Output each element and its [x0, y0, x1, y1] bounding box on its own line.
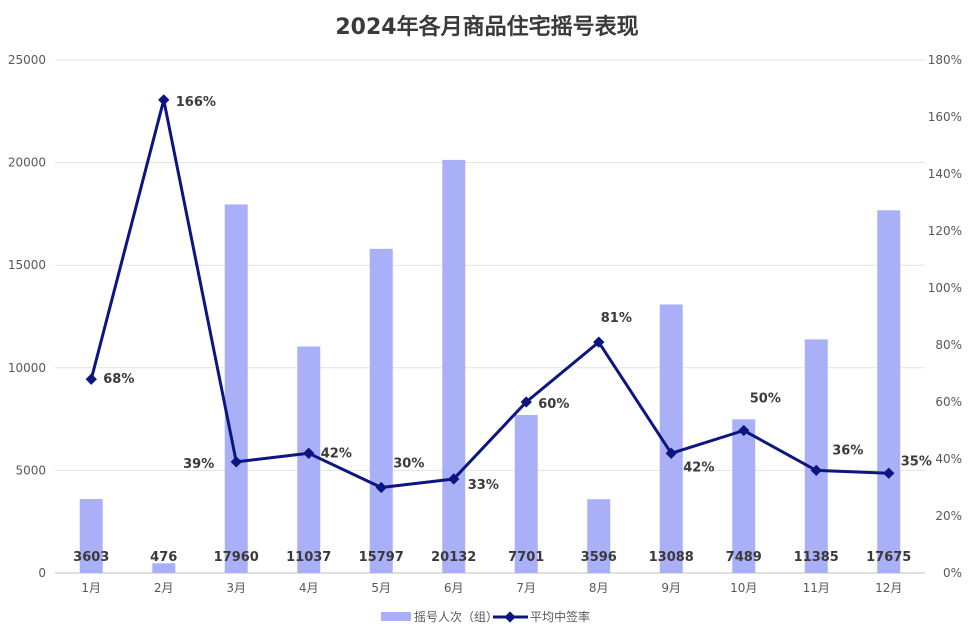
x-tick-label: 10月: [730, 581, 757, 595]
bar: [152, 563, 176, 573]
x-tick-label: 11月: [803, 581, 830, 595]
line-value-label: 50%: [750, 392, 781, 407]
line-path: [89, 98, 889, 489]
legend-line-marker: [504, 611, 516, 623]
left-axis-ticks: 0 5000 10000 15000 20000 25000: [8, 53, 46, 580]
y-right-tick-label: 40%: [935, 452, 962, 466]
y-left-tick-label: 15000: [8, 258, 46, 272]
x-tick-label: 9月: [661, 581, 681, 595]
bar: [659, 304, 683, 573]
bar-value-label: 11385: [794, 550, 839, 565]
bar: [732, 419, 756, 573]
y-right-tick-label: 20%: [935, 509, 962, 523]
x-axis-ticks: 1月 2月 3月 4月 5月 6月 7月 8月 9月 10月 11月 12月: [81, 581, 902, 595]
bar: [587, 499, 611, 573]
line-point: [738, 424, 750, 437]
x-tick-label: 12月: [875, 581, 902, 595]
line-point: [665, 447, 677, 459]
bar-value-label: 13088: [649, 550, 694, 565]
bar-value-label: 11037: [286, 550, 331, 565]
bar: [224, 204, 248, 573]
bar: [369, 248, 393, 573]
bar-value-label: 17960: [214, 550, 259, 565]
line-point: [593, 336, 605, 348]
y-right-tick-label: 0%: [943, 566, 962, 580]
x-tick-label: 2月: [154, 581, 174, 595]
bar-value-label: 7701: [508, 550, 544, 565]
bar-series: [79, 159, 901, 573]
legend-bar-swatch: [381, 612, 411, 621]
line-point: [85, 373, 97, 385]
y-right-tick-label: 80%: [935, 338, 962, 352]
line-value-label: 36%: [832, 443, 863, 458]
y-right-tick-label: 100%: [928, 281, 962, 295]
y-right-tick-label: 160%: [928, 110, 962, 124]
legend-bar-label: 摇号人次（组）: [414, 610, 498, 624]
line-value-label: 42%: [321, 446, 352, 461]
y-left-tick-label: 10000: [8, 361, 46, 375]
bar-value-label: 7489: [726, 550, 762, 565]
y-left-tick-label: 25000: [8, 53, 46, 67]
bar: [297, 346, 321, 573]
bar-value-label: 20132: [431, 550, 476, 565]
y-left-tick-label: 0: [38, 566, 46, 580]
line-value-label: 35%: [901, 454, 932, 469]
line-point: [230, 456, 242, 468]
x-tick-label: 5月: [371, 581, 391, 595]
y-left-tick-label: 5000: [15, 463, 46, 477]
legend-line-label: 平均中签率: [530, 609, 590, 624]
line-series: [85, 94, 895, 494]
x-tick-label: 8月: [589, 581, 609, 595]
y-left-tick-label: 20000: [8, 156, 46, 170]
line-point: [375, 481, 387, 494]
x-tick-label: 1月: [81, 581, 101, 595]
line-point: [883, 467, 895, 479]
line-point: [158, 94, 170, 106]
right-axis-ticks: 0% 20% 40% 60% 80% 100% 120% 140% 160% 180%: [928, 53, 962, 580]
bar: [804, 339, 828, 573]
x-tick-label: 4月: [299, 581, 319, 595]
y-right-tick-label: 180%: [928, 53, 962, 67]
x-tick-label: 7月: [516, 581, 536, 595]
line-point: [810, 464, 822, 477]
y-right-tick-label: 120%: [928, 224, 962, 238]
y-right-tick-label: 60%: [935, 395, 962, 409]
chart-title: 2024年各月商品住宅摇号表现: [335, 14, 638, 40]
x-tick-label: 3月: [226, 581, 246, 595]
bar: [514, 414, 538, 573]
line-data-labels: 68% 166% 39% 42% 30% 33% 60% 81% 42% 50% 36% 35%: [103, 95, 932, 493]
line-value-label: 81%: [601, 311, 632, 326]
bar-value-label: 15797: [359, 550, 404, 565]
line-value-label: 166%: [176, 95, 216, 110]
line-point: [303, 447, 315, 459]
bar-data-labels: 3603 476 17960 11037 15797 20132 7701 3596 13088…: [73, 550, 911, 565]
bar-value-label: 3596: [581, 550, 617, 565]
x-tick-label: 6月: [444, 581, 464, 595]
y-right-tick-label: 140%: [928, 167, 962, 181]
bar: [79, 499, 103, 573]
line-value-label: 60%: [538, 397, 569, 412]
legend: 摇号人次（组） 平均中签率: [381, 609, 590, 624]
line-value-label: 68%: [103, 372, 134, 387]
line-value-label: 30%: [393, 457, 424, 472]
gridlines: [55, 59, 925, 574]
bar: [442, 159, 466, 573]
line-value-label: 33%: [468, 478, 499, 493]
line-value-label: 42%: [683, 460, 714, 475]
bar-value-label: 17675: [866, 550, 911, 565]
line-value-label: 39%: [183, 457, 214, 472]
bar-value-label: 476: [150, 550, 177, 565]
line-point: [520, 396, 532, 408]
bar: [877, 210, 901, 573]
line-point: [448, 473, 460, 485]
bar-value-label: 3603: [73, 550, 109, 565]
